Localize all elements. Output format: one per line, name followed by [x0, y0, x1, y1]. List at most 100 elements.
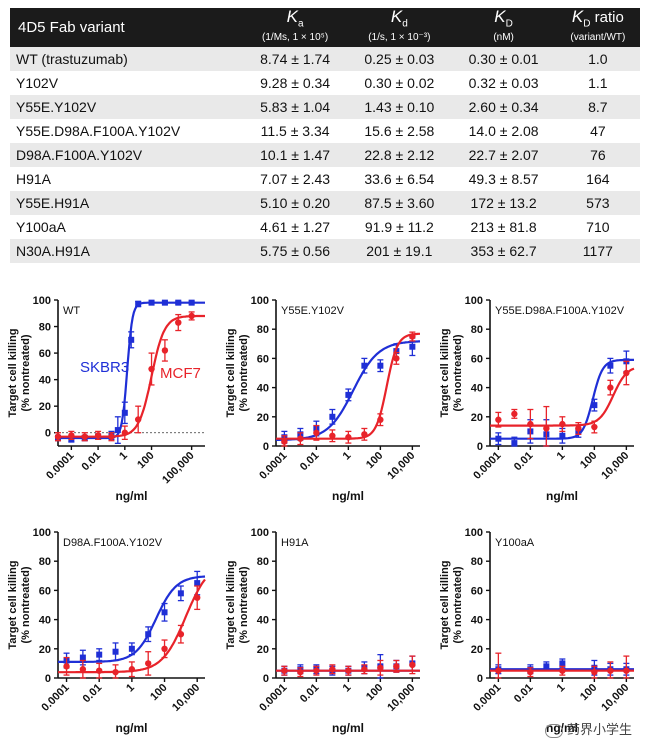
cell-KD: 2.60 ± 0.34: [468, 99, 539, 116]
data-point-mcf7: [377, 664, 384, 671]
y-axis-label-units: (% nontreated): [452, 334, 464, 411]
y-tick-label: 80: [471, 556, 483, 568]
table-row: H91A 7.07 ± 2.43 33.6 ± 6.54 49.3 ± 8.57 164: [10, 167, 640, 192]
x-tick-label: 1: [124, 682, 137, 695]
watermark-text: 药界小学生: [566, 722, 632, 737]
data-point-skbr3: [145, 631, 152, 638]
data-point-skbr3: [148, 299, 155, 306]
cell-variant: D98A.F100A.Y102V: [16, 147, 143, 164]
y-tick-label: 20: [471, 412, 483, 424]
data-point-mcf7: [175, 319, 182, 326]
y-tick-label: 0: [45, 428, 51, 440]
y-tick-label: 100: [251, 295, 269, 307]
cell-ka: 4.61 ± 1.27: [260, 219, 331, 236]
table-row: Y55E.Y102V 5.83 ± 1.04 1.43 ± 0.10 2.60 ± 0…: [10, 95, 640, 120]
y-tick-label: 100: [465, 295, 483, 307]
data-point-mcf7: [148, 365, 155, 373]
cell-ratio: 8.7: [588, 99, 608, 116]
y-tick-label: 60: [257, 353, 269, 365]
y-tick-label: 40: [257, 615, 269, 627]
table-row: N30A.H91A 5.75 ± 0.56 201 ± 19.1 353 ± 62.7…: [10, 239, 640, 264]
data-point-skbr3: [194, 580, 201, 587]
cell-ka: 5.83 ± 1.04: [260, 99, 331, 116]
table-row: Y102V 9.28 ± 0.34 0.30 ± 0.02 0.32 ± 0.03 1.…: [10, 71, 640, 96]
data-point-mcf7: [68, 432, 75, 439]
data-point-mcf7: [134, 416, 142, 423]
data-point-mcf7: [409, 661, 416, 669]
x-tick-label: 100: [364, 450, 385, 471]
data-point-skbr3: [161, 609, 168, 616]
cell-kd: 33.6 ± 6.54: [364, 171, 435, 188]
header-ka: Ka (1/Ms, 1 × 10⁵): [262, 7, 329, 44]
cell-variant: Y55E.Y102V: [16, 99, 97, 116]
data-point-mcf7: [121, 429, 129, 436]
data-point-skbr3: [177, 590, 184, 597]
data-point-skbr3: [543, 663, 550, 670]
data-point-skbr3: [121, 409, 128, 416]
series-label-skbr3: SKBR3: [80, 359, 129, 376]
data-point-skbr3: [329, 413, 336, 420]
cell-ka: 9.28 ± 0.34: [260, 75, 331, 92]
x-tick-label: 1: [341, 682, 354, 695]
y-tick-label: 0: [477, 673, 483, 685]
y-tick-label: 100: [33, 295, 51, 307]
cell-ratio: 76: [590, 147, 606, 164]
data-point-mcf7: [559, 420, 566, 428]
y-axis-label: Target cell killing: [225, 560, 237, 649]
x-tick-label: 10,000: [170, 682, 202, 714]
data-point-mcf7: [361, 431, 368, 438]
data-point-mcf7: [161, 645, 168, 652]
data-point-mcf7: [623, 667, 630, 674]
cell-kd: 0.30 ± 0.02: [364, 75, 435, 92]
cell-ratio: 1177: [582, 243, 613, 260]
cell-kd: 1.43 ± 0.10: [364, 99, 435, 116]
affinity-table: 4D5 Fab variant Ka (1/Ms, 1 × 10⁵) Kd (1…: [10, 7, 640, 264]
cell-variant: Y55E.D98A.F100A.Y102V: [16, 123, 181, 140]
y-tick-label: 80: [39, 322, 51, 334]
cell-ratio: 1.0: [588, 51, 608, 68]
data-point-skbr3: [128, 336, 135, 343]
x-axis-label: ng/ml: [116, 721, 148, 735]
data-point-mcf7: [329, 666, 336, 673]
y-axis-label-units: (% nontreated): [452, 566, 464, 643]
data-point-mcf7: [96, 667, 103, 674]
y-axis-label-units: (% nontreated): [238, 566, 250, 643]
cell-ratio: 164: [586, 171, 610, 188]
x-tick-label: 1: [117, 450, 130, 463]
table-row: Y55E.D98A.F100A.Y102V 11.5 ± 3.34 15.6 ± 2…: [10, 119, 640, 144]
data-point-mcf7: [145, 660, 152, 667]
y-tick-label: 20: [39, 644, 51, 656]
y-axis-label: Target cell killing: [439, 560, 451, 649]
table-row: D98A.F100A.Y102V 10.1 ± 1.47 22.8 ± 2.12 22…: [10, 143, 640, 168]
y-tick-label: 80: [257, 556, 269, 568]
data-point-mcf7: [495, 667, 502, 674]
data-point-mcf7: [281, 667, 288, 674]
cell-KD: 49.3 ± 8.57: [468, 171, 539, 188]
data-point-mcf7: [511, 410, 518, 418]
x-tick-label: 0.0001: [257, 682, 289, 714]
data-point-mcf7: [108, 433, 115, 440]
table-row: Y100aA 4.61 ± 1.27 91.9 ± 11.2 213 ± 81.8 71…: [10, 215, 640, 240]
y-tick-label: 60: [39, 585, 51, 597]
data-point-skbr3: [511, 440, 518, 447]
cell-ka: 10.1 ± 1.47: [260, 147, 331, 164]
cell-ka: 5.75 ± 0.56: [260, 243, 331, 260]
y-tick-label: 40: [39, 615, 51, 627]
x-tick-label: 0.0001: [39, 682, 71, 714]
cell-variant: Y102V: [16, 75, 59, 92]
y-tick-label: 40: [471, 615, 483, 627]
data-point-skbr3: [135, 300, 142, 307]
header-KD: KD (nM): [493, 7, 514, 44]
x-tick-label: 0.01: [512, 682, 536, 706]
y-tick-label: 40: [257, 383, 269, 395]
cell-KD: 0.30 ± 0.01: [468, 51, 539, 68]
data-point-mcf7: [393, 663, 400, 670]
cell-kd: 201 ± 19.1: [366, 243, 433, 260]
x-axis-label: ng/ml: [332, 721, 364, 735]
y-tick-label: 80: [471, 324, 483, 336]
x-tick-label: 100: [148, 682, 169, 703]
